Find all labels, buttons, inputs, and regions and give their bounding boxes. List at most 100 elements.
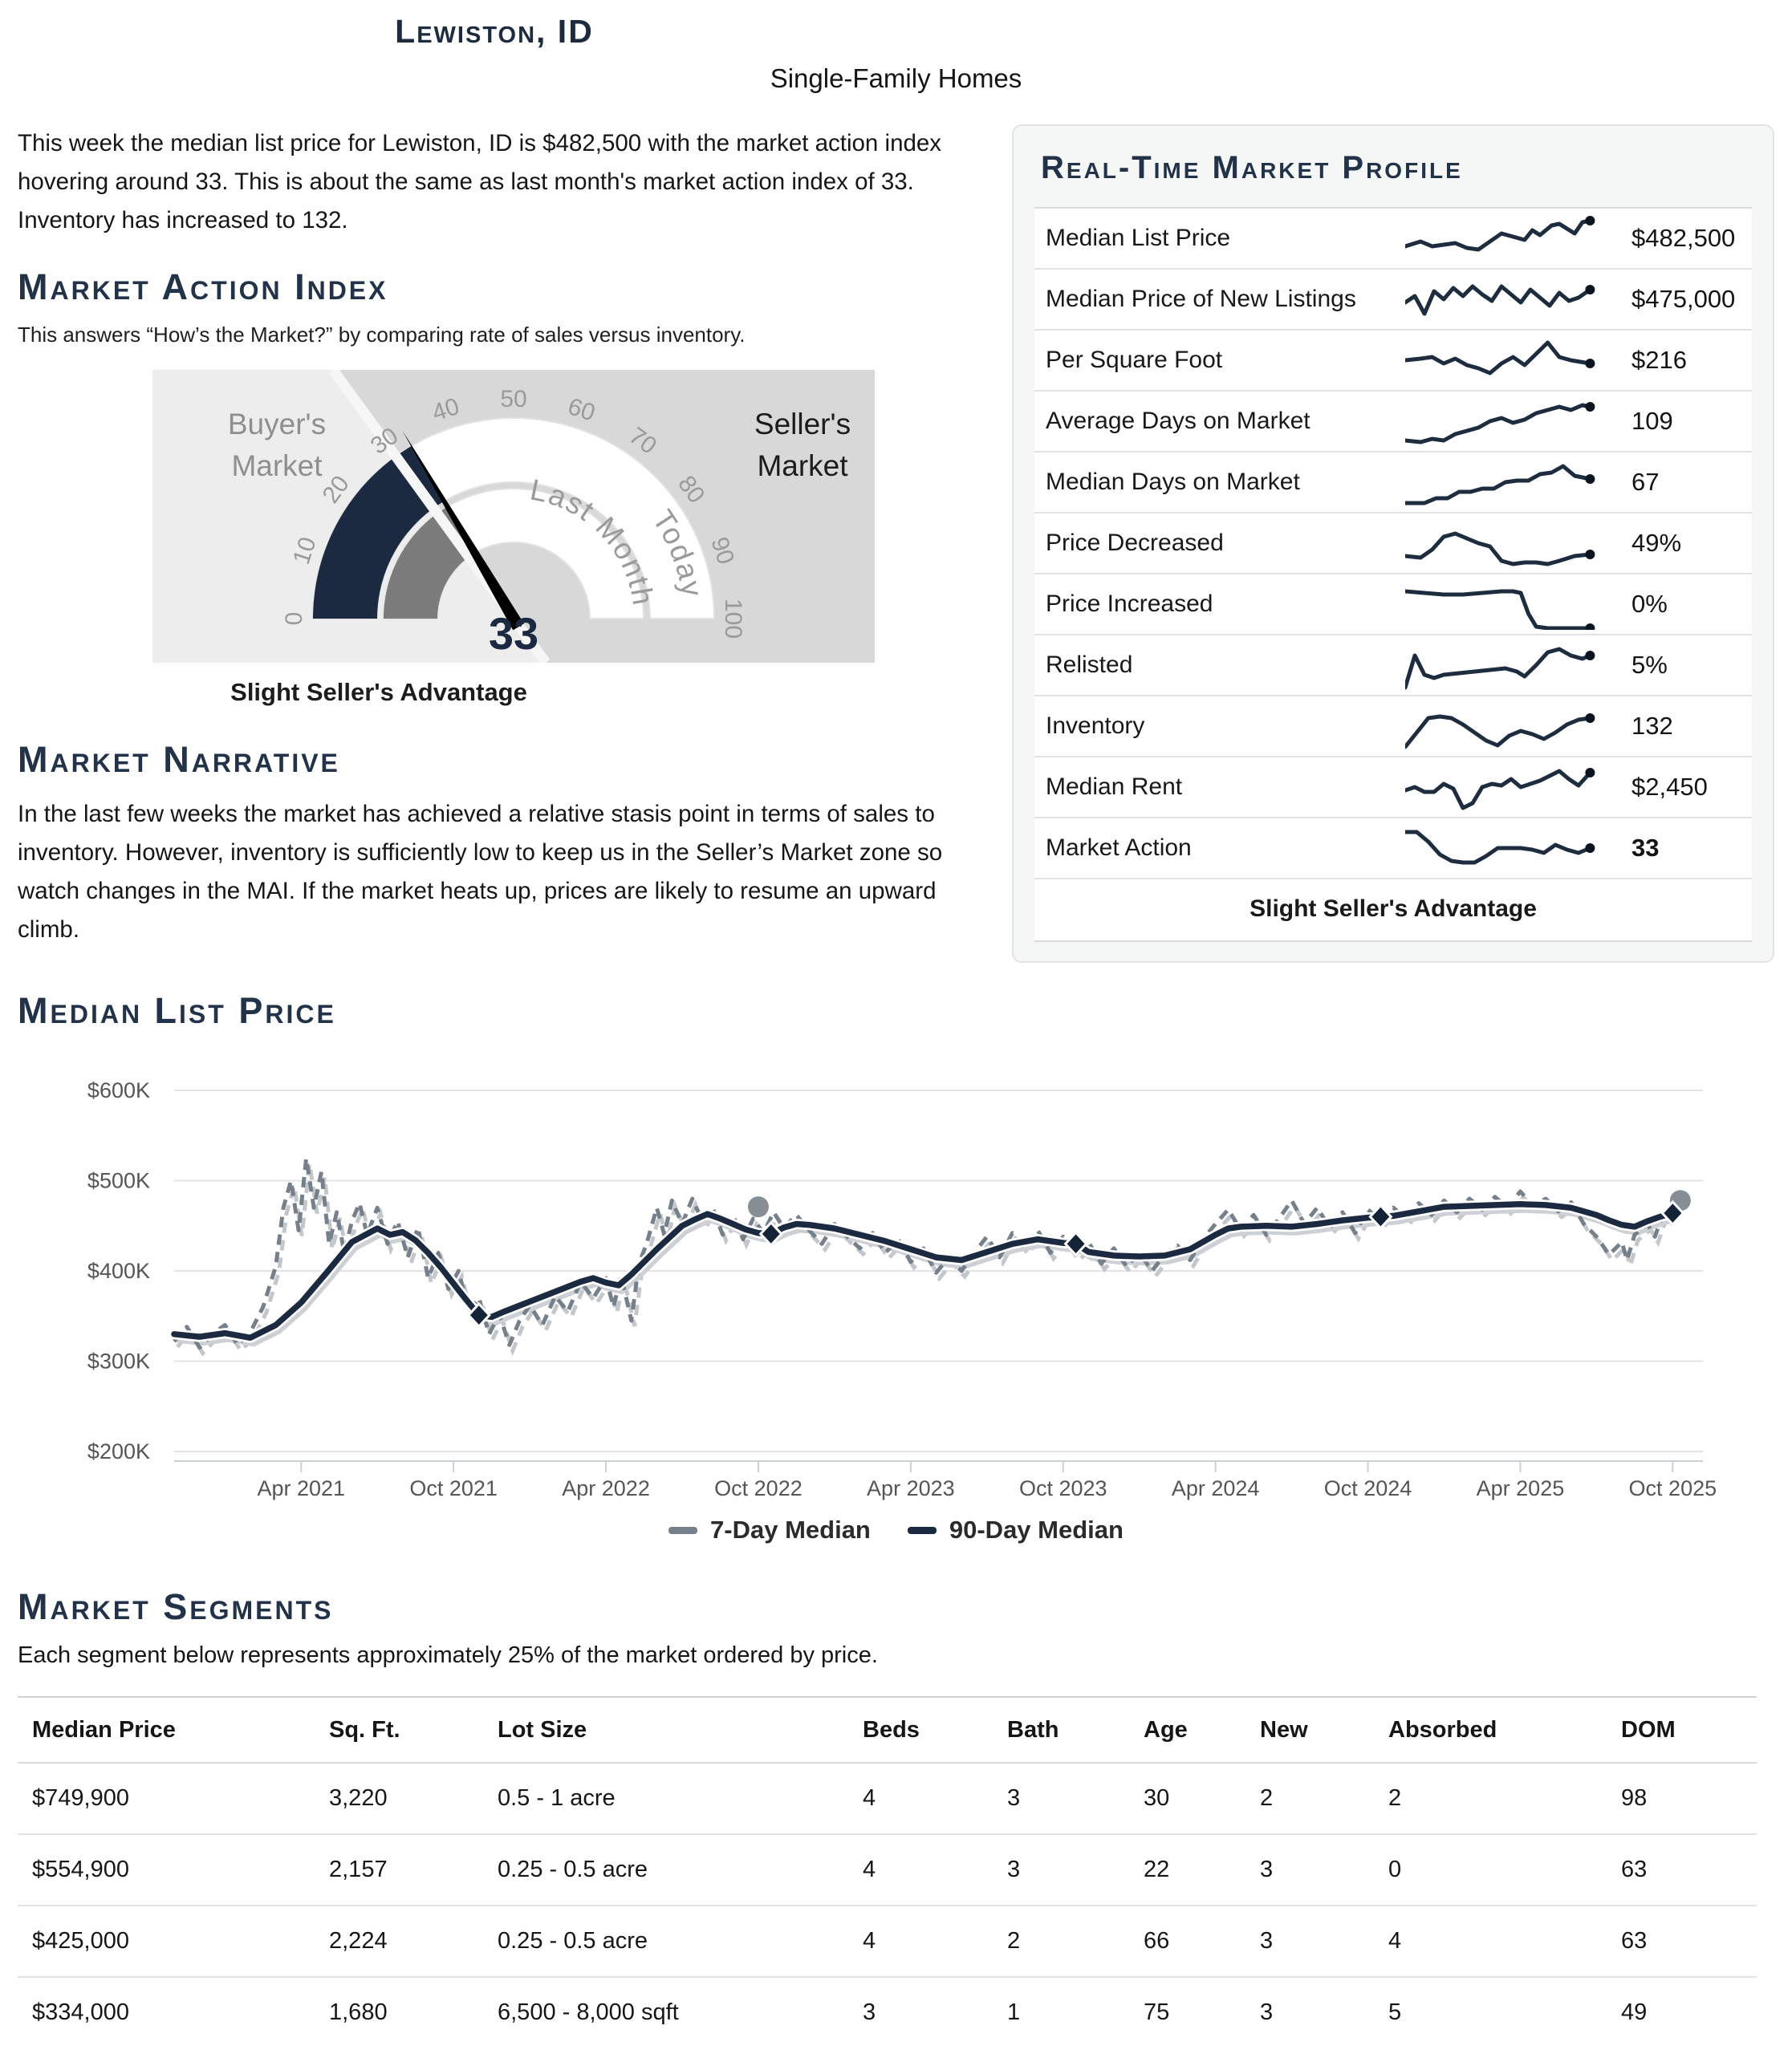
gauge-value: 33 [489,608,538,659]
gauge-tick-label: 0 [281,612,307,626]
market-action-gauge: 0 10 20 30 40 50 60 70 80 90 100 Last Month Today Buy… [152,367,875,667]
profile-row: Median Price of New Listings $475,000 [1034,270,1752,331]
table-header-cell: Median Price [32,1716,176,1743]
sparkline-endpoint-dot [1585,623,1595,630]
legend-label: 90-Day Median [949,1516,1124,1544]
table-row: $554,900 2,157 0.25 - 0.5 acre 4 3 22 3 0 63 [18,1835,1757,1906]
profile-row-value: 5% [1631,651,1668,679]
table-cell: 2,224 [329,1928,388,1954]
table-cell: 1 [1007,1999,1021,2025]
market-action-description: This answers “How’s the Market?” by comp… [18,323,746,347]
table-cell: 30 [1144,1785,1170,1811]
profile-sparkline [1405,284,1595,316]
profile-row-value: 132 [1631,712,1673,740]
sparkline-endpoint-dot [1585,768,1595,777]
profile-row: Market Action 33 [1034,818,1752,879]
sparkline-endpoint-dot [1585,285,1595,294]
table-cell: 3 [1007,1785,1021,1811]
table-header-row: Median Price Sq. Ft. Lot Size Beds Bath Age Ne… [18,1696,1757,1764]
profile-row-value: $482,500 [1631,224,1736,252]
profile-row: Median Days on Market 67 [1034,453,1752,514]
x-axis-tick-label: Oct 2024 [1324,1476,1412,1500]
left-column: This week the median list price for Lewi… [18,124,993,948]
median-list-price-heading: Median List Price [18,990,336,1031]
market-profile-heading: Real-Time Market Profile [1041,150,1463,185]
sparkline-endpoint-dot [1585,550,1595,559]
profile-row-value: $216 [1631,346,1687,374]
sparkline-endpoint-dot [1585,359,1595,368]
seven-day-shadow [176,1163,1685,1357]
profile-row: Price Increased 0% [1034,574,1752,635]
table-cell: 3 [1007,1857,1021,1882]
table-cell: 1,680 [329,1999,388,2025]
profile-row-label: Median Days on Market [1046,469,1300,495]
profile-row-value: $2,450 [1631,773,1708,801]
x-axis-tick-label: Oct 2025 [1629,1476,1717,1500]
sparkline-endpoint-dot [1585,402,1595,412]
profile-row: Per Square Foot $216 [1034,331,1752,392]
sparkline-endpoint-dot [1585,216,1595,225]
profile-row-label: Market Action [1046,834,1192,861]
table-cell: 4 [863,1857,876,1882]
table-cell: 0.25 - 0.5 acre [498,1857,648,1882]
table-row: $334,000 1,680 6,500 - 8,000 sqft 3 1 75 3 5 49 [18,1978,1757,2048]
table-cell: $334,000 [32,1999,129,2025]
ninety-day-year-marker-diamond [1063,1231,1088,1257]
table-cell: 0.5 - 1 acre [498,1785,616,1811]
profile-sparkline [1405,402,1595,444]
profile-row-label: Inventory [1046,712,1145,739]
y-axis-tick-label: $300K [87,1350,150,1374]
table-cell: 3 [1260,1857,1274,1882]
table-cell: 0.25 - 0.5 acre [498,1928,648,1954]
table-header-cell: Lot Size [498,1716,587,1743]
table-cell: 4 [863,1928,876,1954]
table-cell: 0 [1388,1857,1402,1882]
profile-sparkline [1405,830,1595,865]
profile-row-label: Median Rent [1046,773,1183,800]
market-segments-description: Each segment below represents approximat… [18,1642,878,1668]
y-axis-tick-label: $200K [87,1439,150,1463]
profile-row: Relisted 5% [1034,635,1752,696]
table-cell: $554,900 [32,1857,129,1882]
profile-sparkline [1405,589,1595,630]
intro-text: This week the median list price for Lewi… [18,130,942,233]
profile-sparkline [1405,768,1595,810]
table-cell: $425,000 [32,1928,129,1954]
profile-row: Median Rent $2,450 [1034,757,1752,818]
table-header-cell: Bath [1007,1716,1059,1743]
profile-sparkline [1405,647,1595,690]
table-cell: 3 [1260,1928,1274,1954]
profile-sparkline [1405,713,1595,749]
profile-sparkline [1405,531,1595,566]
market-narrative-heading: Market Narrative [18,739,340,781]
table-cell: 3 [863,1999,876,2025]
table-cell: $749,900 [32,1785,129,1811]
profile-row-label: Price Decreased [1046,530,1224,556]
gauge-tick-label: 100 [720,599,746,639]
gauge-today-fill [313,446,445,619]
table-cell: 66 [1144,1928,1170,1954]
table-cell: 3,220 [329,1785,388,1811]
table-cell: 98 [1621,1785,1648,1811]
market-narrative-text: In the last few weeks the market has ach… [18,801,943,943]
table-cell: 2 [1007,1928,1021,1954]
market-action-index-section: Market Action Index This answers “How’s … [18,266,993,707]
profile-row-value: 0% [1631,590,1668,618]
sparkline-endpoint-dot [1585,474,1595,484]
report-header: Lewiston, ID Single-Family Homes [18,8,1774,94]
market-action-index-heading: Market Action Index [18,266,388,308]
market-segments-table: Median Price Sq. Ft. Lot Size Beds Bath Age Ne… [18,1696,1757,2048]
gauge-tick-label: 50 [500,386,526,412]
ninety-day-year-marker-diamond [758,1220,783,1248]
real-time-market-profile-panel: Real-Time Market Profile Median List Pri… [1012,124,1774,963]
table-cell: 2 [1388,1785,1402,1811]
gauge-caption: Slight Seller's Advantage [230,678,527,707]
sellers-market-label: Seller's Market [754,408,851,482]
profile-row-label: Relisted [1046,652,1133,678]
median-list-price-section: Median List Price $200K $300K $400K $500K $6… [18,990,1774,1545]
table-cell: 4 [863,1785,876,1811]
x-axis-tick-label: Apr 2022 [562,1476,650,1500]
y-axis-tick-label: $400K [87,1259,150,1283]
profile-row-value: 109 [1631,407,1673,435]
